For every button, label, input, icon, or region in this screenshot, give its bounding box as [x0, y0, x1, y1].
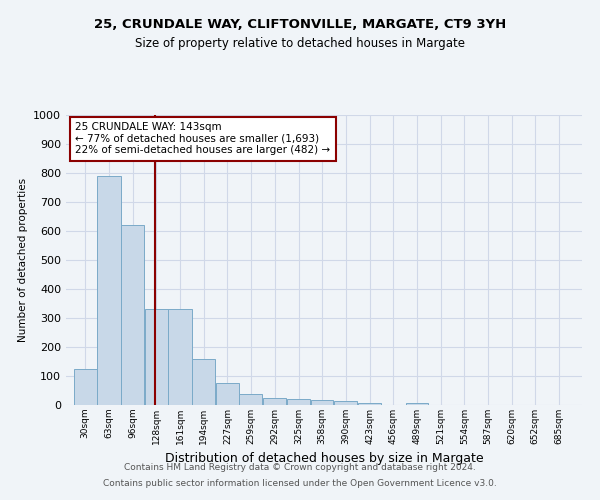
Text: Size of property relative to detached houses in Margate: Size of property relative to detached ho…	[135, 38, 465, 51]
Bar	[97, 176, 121, 405]
Text: Contains public sector information licensed under the Open Government Licence v3: Contains public sector information licen…	[103, 478, 497, 488]
Bar	[121, 225, 144, 405]
Bar	[145, 310, 167, 405]
Bar	[74, 369, 97, 405]
Bar	[311, 400, 334, 405]
Text: Contains HM Land Registry data © Crown copyright and database right 2024.: Contains HM Land Registry data © Crown c…	[124, 464, 476, 472]
Bar	[239, 394, 262, 405]
Bar	[216, 383, 239, 405]
Bar	[287, 399, 310, 405]
Bar	[334, 401, 357, 405]
Text: 25, CRUNDALE WAY, CLIFTONVILLE, MARGATE, CT9 3YH: 25, CRUNDALE WAY, CLIFTONVILLE, MARGATE,…	[94, 18, 506, 30]
Bar	[192, 358, 215, 405]
Bar	[263, 398, 286, 405]
Bar	[169, 310, 191, 405]
X-axis label: Distribution of detached houses by size in Margate: Distribution of detached houses by size …	[164, 452, 484, 466]
Bar	[406, 402, 428, 405]
Text: 25 CRUNDALE WAY: 143sqm
← 77% of detached houses are smaller (1,693)
22% of semi: 25 CRUNDALE WAY: 143sqm ← 77% of detache…	[76, 122, 331, 156]
Bar	[358, 402, 381, 405]
Y-axis label: Number of detached properties: Number of detached properties	[17, 178, 28, 342]
